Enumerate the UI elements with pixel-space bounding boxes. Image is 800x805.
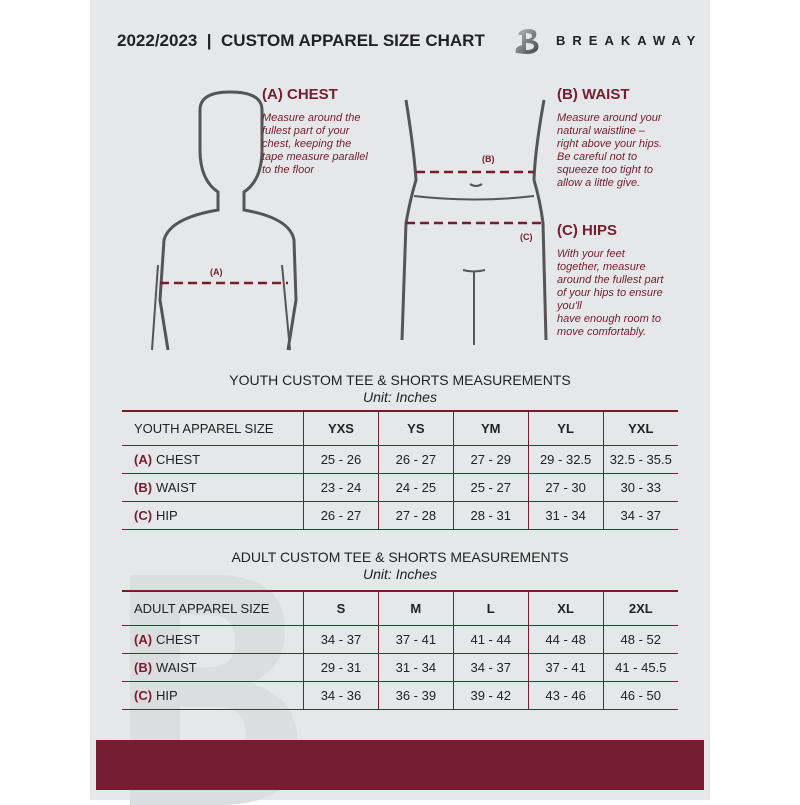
- table-row: (B) WAIST 29 - 31 31 - 34 34 - 37 37 - 41 41 …: [122, 653, 678, 682]
- size-label: YOUTH APPAREL SIZE: [122, 410, 304, 446]
- row-label: (A) CHEST: [122, 445, 304, 474]
- table-row: (A) CHEST 25 - 26 26 - 27 27 - 29 29 - 32.5 3…: [122, 445, 678, 474]
- row-code: (C): [134, 688, 153, 703]
- adult-unit: Unit: Inches: [363, 566, 437, 582]
- upper-body-figure: [151, 90, 298, 351]
- row-name: CHEST: [156, 452, 201, 467]
- size-header: YM: [452, 410, 529, 446]
- size-header: YS: [377, 410, 454, 446]
- cell: 25 - 26: [303, 445, 379, 474]
- row-code: (A): [134, 452, 153, 467]
- hips-description: With your feet together, measure around …: [557, 248, 664, 338]
- cell: 34 - 37: [303, 625, 379, 654]
- waist-heading: (B) WAIST: [557, 86, 630, 103]
- size-header: M: [377, 590, 454, 626]
- waist-marker: (B): [482, 154, 495, 164]
- row-label: (B) WAIST: [122, 473, 304, 502]
- hips-heading: (C) HIPS: [557, 222, 617, 239]
- cell: 28 - 31: [452, 501, 529, 530]
- cell: 30 - 33: [602, 473, 678, 502]
- row-label: (A) CHEST: [122, 625, 304, 654]
- breakaway-logo-icon: [515, 29, 539, 54]
- chest-marker: (A): [210, 267, 223, 277]
- cell: 37 - 41: [377, 625, 454, 654]
- chest-description: Measure around the fullest part of your …: [262, 112, 368, 176]
- cell: 27 - 29: [452, 445, 529, 474]
- cell: 23 - 24: [303, 473, 379, 502]
- footer-bar: [96, 740, 704, 790]
- cell: 36 - 39: [377, 681, 454, 710]
- cell: 34 - 37: [602, 501, 678, 530]
- size-header: YXS: [303, 410, 379, 446]
- cell: 24 - 25: [377, 473, 454, 502]
- cell: 27 - 28: [377, 501, 454, 530]
- cell: 34 - 37: [452, 653, 529, 682]
- lower-body-figure: [400, 99, 548, 345]
- cell: 44 - 48: [527, 625, 604, 654]
- cell: 41 - 44: [452, 625, 529, 654]
- size-header: XL: [527, 590, 604, 626]
- cell: 32.5 - 35.5: [602, 445, 678, 474]
- table-row: (C) HIP 34 - 36 36 - 39 39 - 42 43 - 46 46 - …: [122, 681, 678, 710]
- cell: 26 - 27: [377, 445, 454, 474]
- cell: 25 - 27: [452, 473, 529, 502]
- row-label: (C) HIP: [122, 501, 304, 530]
- cell: 34 - 36: [303, 681, 379, 710]
- cell: 48 - 52: [602, 625, 678, 654]
- cell: 27 - 30: [527, 473, 604, 502]
- adult-size-table: ADULT APPAREL SIZE S M L XL 2XL (A) CHEST…: [122, 590, 678, 710]
- cell: 46 - 50: [602, 681, 678, 710]
- row-name: WAIST: [156, 660, 197, 675]
- table-row: (B) WAIST 23 - 24 24 - 25 25 - 27 27 - 30 30 …: [122, 473, 678, 502]
- row-label: (C) HIP: [122, 681, 304, 710]
- size-header: YL: [527, 410, 604, 446]
- cell: 37 - 41: [527, 653, 604, 682]
- size-label: ADULT APPAREL SIZE: [122, 590, 304, 626]
- cell: 31 - 34: [527, 501, 604, 530]
- table-header-row: YOUTH APPAREL SIZE YXS YS YM YL YXL: [122, 410, 678, 446]
- cell: 31 - 34: [377, 653, 454, 682]
- row-name: CHEST: [156, 632, 201, 647]
- size-header: YXL: [602, 410, 678, 446]
- adult-table-title: ADULT CUSTOM TEE & SHORTS MEASUREMENTS: [231, 549, 569, 565]
- cell: 43 - 46: [527, 681, 604, 710]
- row-name: HIP: [156, 688, 178, 703]
- cell: 39 - 42: [452, 681, 529, 710]
- measurement-figures: [151, 90, 548, 351]
- table-header-row: ADULT APPAREL SIZE S M L XL 2XL: [122, 590, 678, 626]
- size-header: L: [452, 590, 529, 626]
- waist-description: Measure around your natural waistline – …: [557, 112, 663, 189]
- row-code: (B): [134, 480, 153, 495]
- row-code: (B): [134, 660, 153, 675]
- chest-heading: (A) CHEST: [262, 86, 338, 103]
- cell: 29 - 32.5: [527, 445, 604, 474]
- youth-size-table: YOUTH APPAREL SIZE YXS YS YM YL YXL (A) C…: [122, 410, 678, 530]
- cell: 29 - 31: [303, 653, 379, 682]
- row-label: (B) WAIST: [122, 653, 304, 682]
- cell: 26 - 27: [303, 501, 379, 530]
- table-row: (A) CHEST 34 - 37 37 - 41 41 - 44 44 - 48 48 …: [122, 625, 678, 654]
- brand-name: BREAKAWAY: [556, 33, 703, 48]
- youth-unit: Unit: Inches: [363, 389, 437, 405]
- cell: 41 - 45.5: [602, 653, 678, 682]
- size-header: 2XL: [602, 590, 678, 626]
- size-header: S: [303, 590, 379, 626]
- table-row: (C) HIP 26 - 27 27 - 28 28 - 31 31 - 34 34 - …: [122, 501, 678, 530]
- row-name: WAIST: [156, 480, 197, 495]
- youth-table-title: YOUTH CUSTOM TEE & SHORTS MEASUREMENTS: [229, 372, 571, 388]
- page-title: 2022/2023 | CUSTOM APPAREL SIZE CHART: [117, 31, 485, 50]
- row-code: (C): [134, 508, 153, 523]
- row-name: HIP: [156, 508, 178, 523]
- hips-marker: (C): [520, 232, 533, 242]
- row-code: (A): [134, 632, 153, 647]
